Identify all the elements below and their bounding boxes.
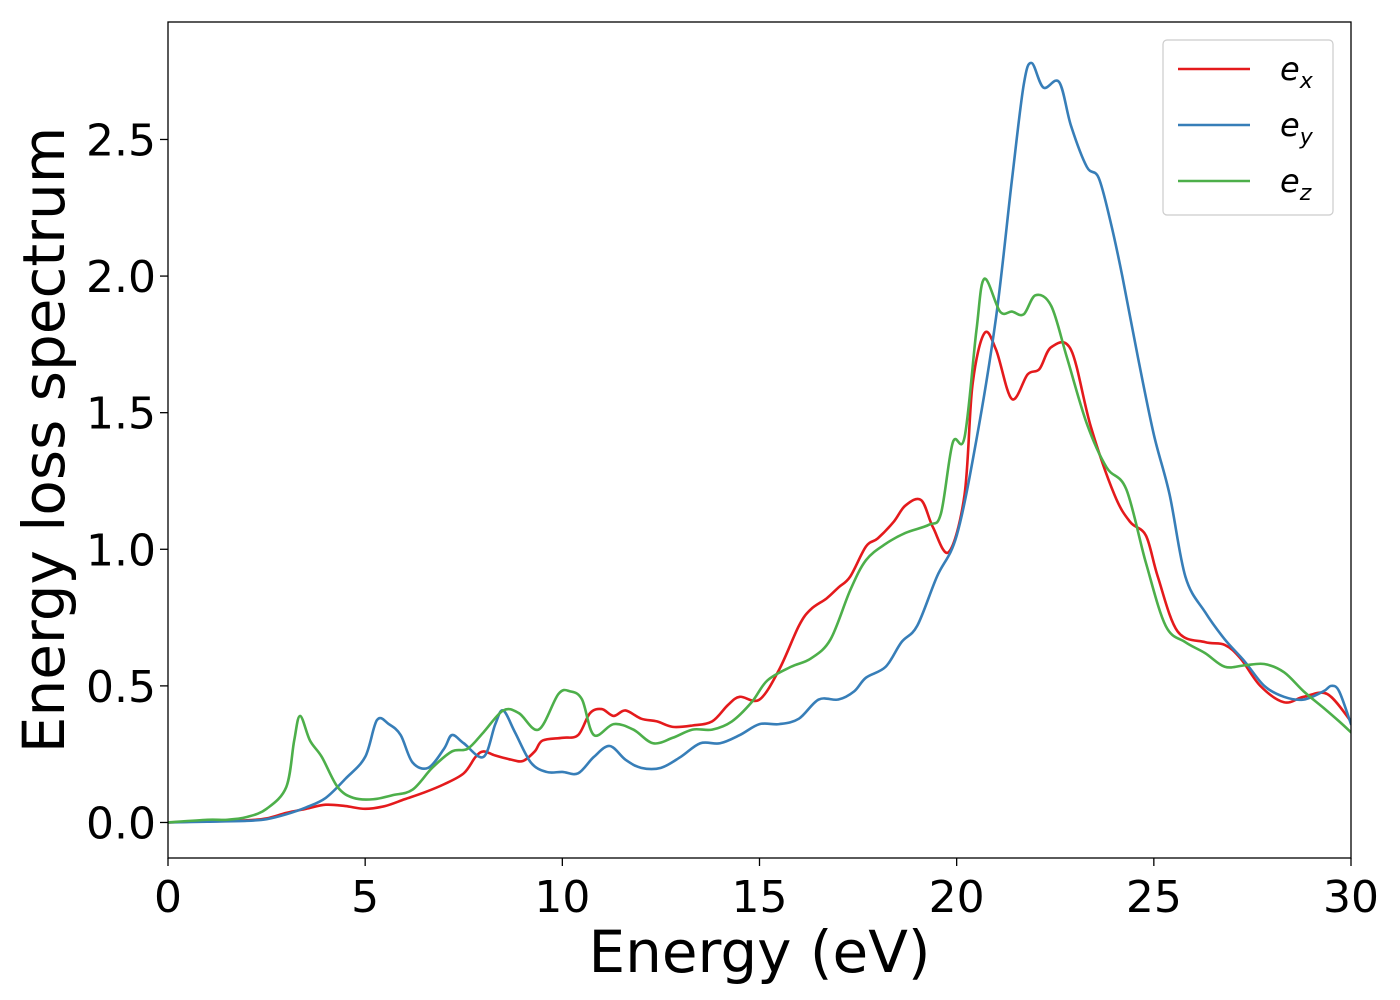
- x-axis-ticks: 0 5 10 15 20 25 30: [154, 858, 1379, 923]
- y-tick-label: 0.5: [86, 662, 156, 713]
- x-tick-label: 20: [929, 872, 985, 923]
- y-axis-ticks: 0.0 0.5 1.0 1.5 2.0 2.5: [86, 115, 168, 849]
- x-tick-label: 30: [1323, 872, 1379, 923]
- series-line-y: [168, 61, 1351, 824]
- x-axis-title: Energy (eV): [588, 918, 930, 986]
- y-tick-label: 1.5: [86, 389, 156, 440]
- series-line-z: [168, 277, 1351, 824]
- x-tick-label: 25: [1126, 872, 1182, 923]
- y-tick-label: 2.0: [86, 252, 156, 303]
- series-layer: [168, 61, 1351, 824]
- y-tick-label: 0.0: [86, 798, 156, 849]
- y-tick-label: 1.0: [86, 525, 156, 576]
- x-tick-label: 10: [534, 872, 590, 923]
- y-axis-title: Energy loss spectrum: [10, 127, 78, 753]
- series-line-x: [168, 330, 1351, 824]
- x-tick-label: 0: [154, 872, 182, 923]
- legend-box: [1162, 39, 1334, 216]
- x-tick-label: 15: [732, 872, 788, 923]
- x-tick-label: 5: [351, 872, 379, 923]
- y-tick-label: 2.5: [86, 115, 156, 166]
